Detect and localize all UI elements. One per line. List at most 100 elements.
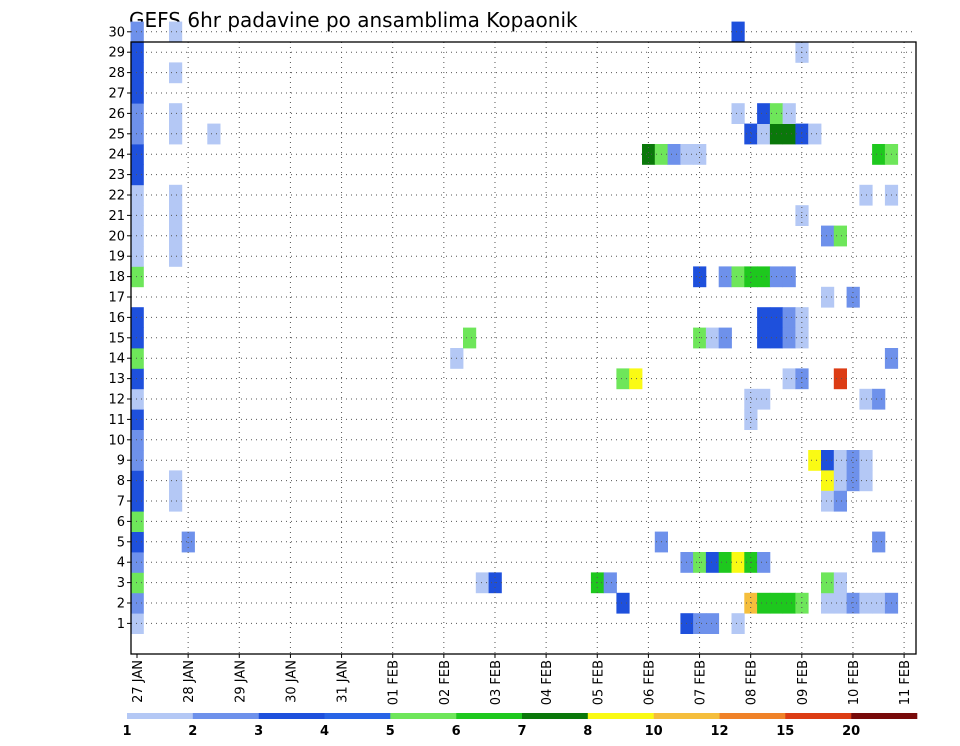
chart-title: GEFS 6hr padavine po ansamblima Kopaonik xyxy=(129,8,578,32)
y-tick-label: 18 xyxy=(108,270,125,285)
heatmap-cell xyxy=(169,184,183,206)
heatmap-cell xyxy=(130,572,144,594)
heatmap-cell xyxy=(130,429,144,451)
heatmap-cell xyxy=(744,592,758,614)
heatmap-cell xyxy=(130,184,144,206)
heatmap-cell xyxy=(744,266,758,288)
heatmap-cell xyxy=(130,266,144,288)
heatmap-cell xyxy=(130,388,144,410)
heatmap-cell xyxy=(718,327,732,349)
heatmap-cell xyxy=(130,511,144,532)
heatmap-cell xyxy=(130,490,144,512)
grid-lines xyxy=(131,31,916,654)
heatmap-cell xyxy=(130,450,144,471)
y-tick-label: 10 xyxy=(108,433,125,448)
colorbar-segment xyxy=(587,713,654,719)
heatmap-cell xyxy=(130,531,144,553)
y-tick-label: 1 xyxy=(117,617,125,632)
colorbar: 1 2 3 4 5 6 7 8 10 12 15 20 xyxy=(122,713,918,739)
colorbar-segment xyxy=(522,713,589,719)
y-axis: 1234567891011121314151617181920212223242… xyxy=(108,25,131,632)
plot-frame xyxy=(130,41,917,655)
heatmap-cell xyxy=(833,470,847,492)
x-tick-label: 29 JAN xyxy=(233,660,248,703)
heatmap-cell xyxy=(872,592,886,614)
heatmap-cell xyxy=(757,592,771,614)
y-tick-label: 8 xyxy=(117,474,125,489)
heatmap-cell xyxy=(475,572,489,594)
heatmap-cell xyxy=(872,144,886,165)
heatmap-cell xyxy=(833,450,847,471)
x-tick-label: 06 FEB xyxy=(642,660,657,705)
heatmap-cell xyxy=(130,470,144,492)
heatmap-cell xyxy=(130,613,144,634)
heatmap-cell xyxy=(731,613,745,634)
heatmap-cell xyxy=(731,21,745,43)
heatmap-cell xyxy=(130,42,144,63)
heatmap-cell xyxy=(872,531,886,553)
heatmap-cell xyxy=(130,225,144,247)
heatmap-cell xyxy=(169,246,183,267)
heatmap-cell xyxy=(757,266,771,288)
colorbar-segment xyxy=(653,713,720,719)
heatmap-cell xyxy=(130,123,144,145)
heatmap-cell xyxy=(130,103,144,124)
heatmap-cell xyxy=(833,592,847,614)
heatmap-cell xyxy=(616,368,630,390)
heatmap-cell xyxy=(130,552,144,573)
y-tick-label: 30 xyxy=(108,25,125,40)
heatmap-cell xyxy=(130,21,144,43)
heatmap-cell xyxy=(821,490,835,512)
heatmap-cell xyxy=(782,368,796,390)
heatmap-cell xyxy=(757,327,771,349)
heatmap-cell xyxy=(463,327,477,349)
heatmap-cell xyxy=(808,450,822,471)
y-tick-label: 20 xyxy=(108,229,125,244)
x-axis: 27 JAN 28 JAN 29 JAN 30 JAN 31 JAN 01 FEB 02 F… xyxy=(131,654,913,705)
heatmap-cell xyxy=(757,552,771,573)
heatmap-cell xyxy=(705,327,720,349)
heatmap-cell xyxy=(757,103,771,124)
y-tick-label: 11 xyxy=(108,413,125,428)
colorbar-segment xyxy=(324,713,391,719)
colorbar-label: 8 xyxy=(583,724,592,739)
heatmap-cell xyxy=(130,348,144,369)
heatmap-cell xyxy=(616,592,630,614)
heatmap-cell xyxy=(169,490,183,512)
y-tick-label: 15 xyxy=(108,331,125,346)
x-tick-label: 11 FEB xyxy=(898,660,913,705)
colorbar-segment xyxy=(258,713,325,719)
heatmap-cell xyxy=(821,225,835,247)
heatmap-cell xyxy=(169,123,183,145)
x-tick-label: 09 FEB xyxy=(796,660,811,705)
colorbar-segment xyxy=(785,713,852,719)
heatmap-cell xyxy=(693,144,707,165)
colorbar-label: 5 xyxy=(386,724,395,739)
heatmap-cell xyxy=(821,470,835,492)
heatmap-cell xyxy=(782,123,796,145)
colorbar-label: 1 xyxy=(122,724,131,739)
heatmap-cell xyxy=(705,613,720,634)
y-tick-label: 24 xyxy=(108,148,125,163)
heatmap-cell xyxy=(821,592,835,614)
heatmap-cell xyxy=(744,409,758,430)
x-tick-label: 05 FEB xyxy=(591,660,606,705)
x-tick-label: 07 FEB xyxy=(694,660,709,705)
heatmap-cell xyxy=(130,164,144,186)
y-tick-label: 25 xyxy=(108,127,125,142)
heatmap-cell xyxy=(833,572,847,594)
colorbar-segment xyxy=(719,713,786,719)
y-tick-label: 29 xyxy=(108,46,125,61)
heatmap-cell xyxy=(169,62,183,84)
heatmap-cell xyxy=(642,144,656,165)
colorbar-segment xyxy=(390,713,457,719)
colorbar-segment xyxy=(127,713,194,719)
heatmap-cell xyxy=(130,592,144,614)
y-tick-label: 13 xyxy=(108,372,125,387)
heatmap-cell xyxy=(782,307,796,328)
heatmap-cell xyxy=(782,266,796,288)
colorbar-label: 3 xyxy=(254,724,263,739)
colorbar-segment xyxy=(851,713,918,719)
